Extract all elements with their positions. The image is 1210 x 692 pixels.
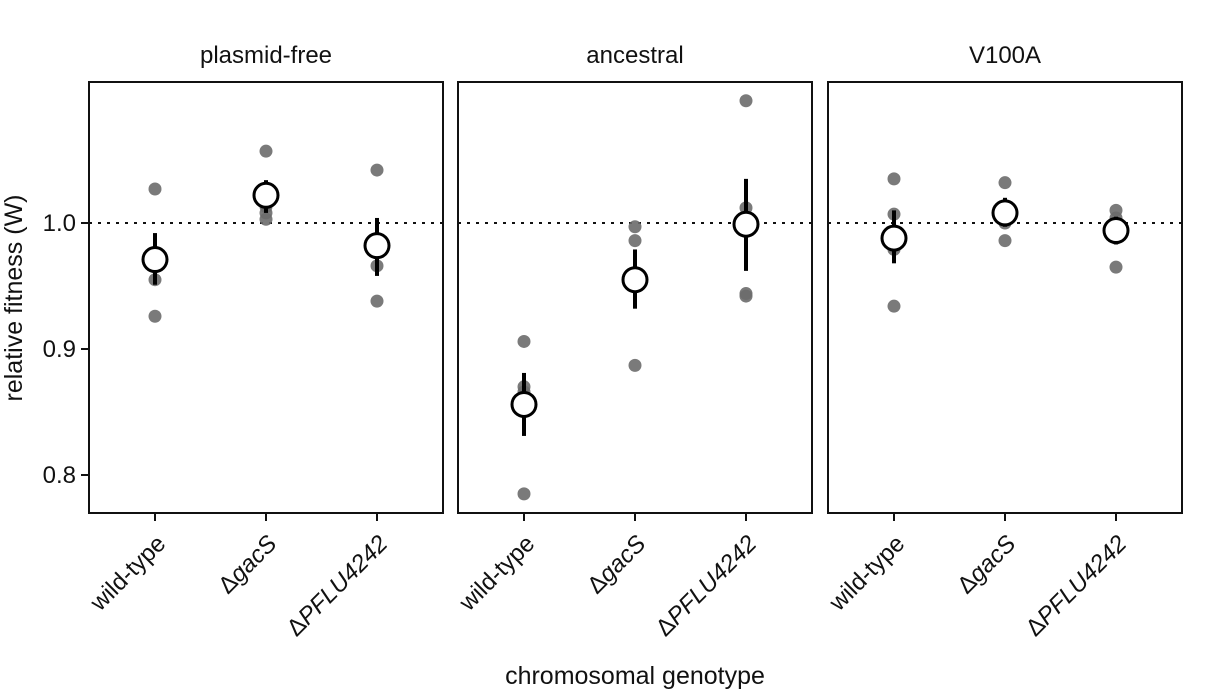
panel-frame: [827, 81, 1183, 514]
data-point: [739, 94, 753, 108]
mean-marker: [141, 246, 169, 274]
x-tick-label-text: wild-type: [823, 530, 910, 617]
data-point: [998, 176, 1012, 190]
x-tick-label: wild-type: [453, 530, 540, 617]
y-axis-title: relative fitness (W): [0, 195, 28, 402]
x-tick-label: ΔgacS: [213, 530, 282, 599]
x-tick-label: wild-type: [823, 530, 910, 617]
y-tick-label: 0.9: [43, 336, 76, 363]
x-axis-title: chromosomal genotype: [505, 662, 765, 690]
data-point: [148, 309, 162, 323]
x-tick-label: ΔPFLU4242: [651, 530, 763, 642]
x-tick-label: ΔgacS: [582, 530, 651, 599]
data-point: [628, 220, 642, 234]
x-tick-label: ΔgacS: [952, 530, 1021, 599]
data-point: [1109, 260, 1123, 274]
mean-marker: [732, 210, 760, 238]
data-point: [739, 289, 753, 303]
mean-marker: [621, 266, 649, 294]
facet-title: V100A: [969, 42, 1041, 69]
data-point: [370, 294, 384, 308]
mean-marker: [363, 232, 391, 260]
data-point: [259, 212, 273, 226]
data-point: [259, 144, 273, 158]
x-tick-label: ΔPFLU4242: [1021, 530, 1133, 642]
data-point: [370, 163, 384, 177]
mean-marker: [991, 199, 1019, 227]
mean-marker: [510, 390, 538, 418]
data-point: [887, 299, 901, 313]
mean-marker: [880, 224, 908, 252]
data-point: [517, 334, 531, 348]
y-tick-label: 0.8: [43, 462, 76, 489]
data-point: [887, 172, 901, 186]
data-point: [517, 487, 531, 501]
x-tick-label-text: wild-type: [453, 530, 540, 617]
facet-title: ancestral: [586, 42, 683, 69]
x-tick-label-text: PFLU4242: [1032, 530, 1132, 630]
mean-marker: [1102, 217, 1130, 245]
x-tick-label-text: PFLU4242: [662, 530, 762, 630]
mean-marker: [252, 181, 280, 209]
x-tick-label-text: PFLU4242: [293, 530, 393, 630]
data-point: [628, 234, 642, 248]
x-tick-label: ΔPFLU4242: [282, 530, 394, 642]
y-tick-label: 1.0: [43, 210, 76, 237]
panel-frame: [457, 81, 813, 514]
data-point: [148, 182, 162, 196]
x-tick-label-text: wild-type: [84, 530, 171, 617]
panel-frame: [88, 81, 444, 514]
data-point: [998, 234, 1012, 248]
x-tick-label: wild-type: [84, 530, 171, 617]
facet-title: plasmid-free: [200, 42, 332, 69]
data-point: [628, 358, 642, 372]
